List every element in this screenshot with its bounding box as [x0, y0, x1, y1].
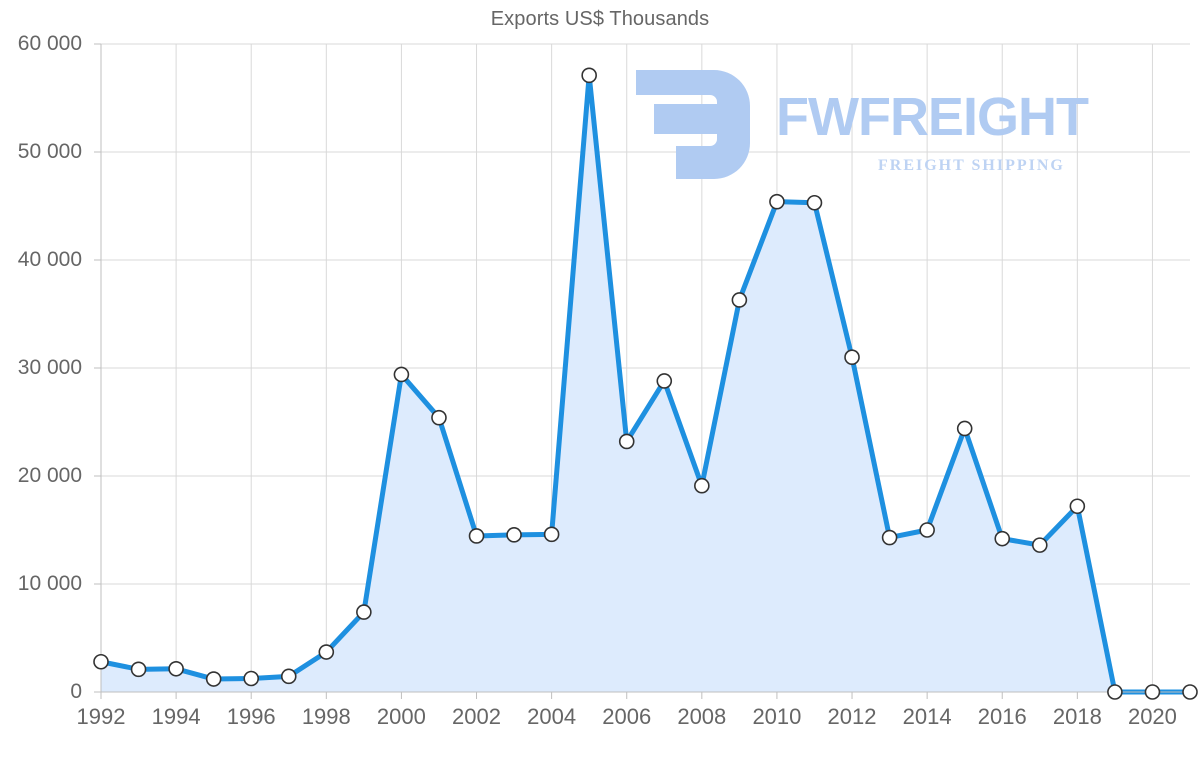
- data-point-markers: [93, 67, 1198, 700]
- x-axis-tick-label: 2014: [902, 704, 952, 729]
- data-point-marker[interactable]: [581, 67, 597, 84]
- data-point-marker[interactable]: [1144, 684, 1161, 700]
- x-axis-tick-label: 1996: [226, 704, 276, 729]
- data-point-marker[interactable]: [806, 194, 823, 211]
- data-point-marker[interactable]: [1031, 537, 1048, 553]
- data-point-marker[interactable]: [694, 477, 710, 494]
- data-point-marker[interactable]: [356, 604, 372, 620]
- x-axis-tick-label: 1994: [151, 704, 201, 729]
- data-point-marker[interactable]: [919, 522, 935, 538]
- data-point-marker[interactable]: [543, 526, 560, 543]
- y-axis-tick-label: 40 000: [17, 248, 82, 271]
- x-axis-tick-label: 1992: [76, 704, 126, 729]
- data-point-marker[interactable]: [393, 366, 410, 383]
- x-axis-tick-label: 2002: [452, 704, 501, 729]
- data-point-marker[interactable]: [280, 668, 297, 685]
- data-point-marker[interactable]: [506, 527, 522, 543]
- data-point-marker[interactable]: [205, 671, 222, 687]
- x-axis-tick-label: 2012: [827, 704, 877, 729]
- x-axis-tick-label: 2010: [752, 704, 802, 729]
- y-axis-tick-label: 50 000: [17, 140, 82, 163]
- data-point-marker[interactable]: [731, 292, 748, 308]
- data-point-marker[interactable]: [318, 644, 335, 660]
- area-fill: [101, 75, 1190, 692]
- y-axis-tick-labels: 0 10 000 20 000 30 000 40 000 50 000 60 000: [0, 0, 82, 763]
- x-axis-tick-label: 2004: [527, 704, 577, 729]
- data-point-marker[interactable]: [130, 661, 147, 678]
- x-axis-tick-label: 1998: [301, 704, 351, 729]
- x-axis-tick-label: 2016: [977, 704, 1027, 729]
- y-axis-tick-label: 30 000: [17, 356, 82, 379]
- y-axis-tick-label: 60 000: [17, 32, 82, 55]
- y-axis-tick-label: 0: [70, 680, 82, 703]
- data-point-marker[interactable]: [769, 193, 785, 210]
- x-axis-tick-labels: 1992 1994 1996 1998 2000 2002 2004 2006 2008 2010…: [0, 704, 1200, 754]
- data-point-marker[interactable]: [243, 670, 260, 687]
- data-point-marker[interactable]: [1069, 498, 1086, 515]
- data-point-marker[interactable]: [1107, 684, 1123, 700]
- data-point-marker[interactable]: [168, 660, 184, 677]
- x-axis-tick-label: 2018: [1052, 704, 1102, 729]
- data-point-marker[interactable]: [93, 653, 109, 670]
- x-axis-tick-label: 2006: [602, 704, 652, 729]
- x-axis-tick-label: 2000: [376, 704, 426, 729]
- y-axis-tick-label: 10 000: [17, 572, 82, 595]
- data-point-marker[interactable]: [881, 529, 898, 546]
- data-point-marker[interactable]: [431, 409, 447, 426]
- y-axis-tick-label: 20 000: [17, 464, 82, 487]
- x-axis-tick-label: 2020: [1127, 704, 1177, 729]
- data-point-marker[interactable]: [656, 373, 673, 389]
- data-point-marker[interactable]: [994, 530, 1011, 547]
- data-point-marker[interactable]: [1182, 684, 1198, 700]
- chart-title: Exports US$ Thousands: [490, 8, 710, 30]
- data-point-marker[interactable]: [844, 349, 860, 366]
- data-point-marker[interactable]: [618, 433, 635, 450]
- data-point-marker[interactable]: [956, 420, 973, 437]
- data-point-marker[interactable]: [468, 528, 485, 544]
- x-axis-tick-label: 2008: [677, 704, 727, 729]
- axis-tick-marks: [94, 43, 1153, 699]
